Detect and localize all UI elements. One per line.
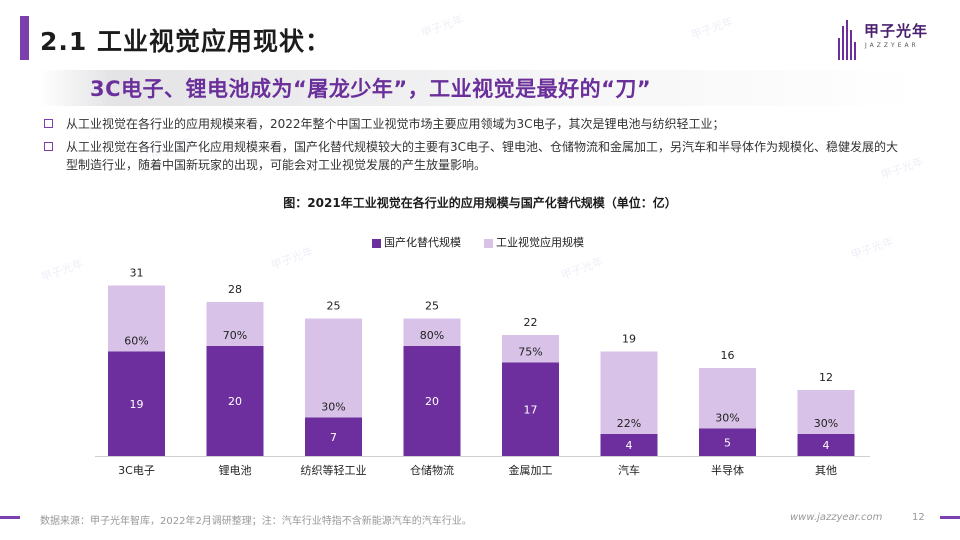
legend-swatch-domestic — [372, 239, 381, 248]
page-title: 2.1 工业视觉应用现状： — [40, 27, 331, 56]
subtitle-band — [40, 70, 920, 106]
label-domestic-1: 20 — [228, 395, 242, 408]
bar-domestic-6 — [699, 428, 756, 456]
bullet-item: 从工业视觉在各行业国产化应用规模来看，国产化替代规模较大的主要有3C电子、锂电池… — [44, 138, 904, 174]
logo-name: 甲子光年 — [864, 22, 929, 40]
label-domestic-5: 4 — [626, 439, 633, 452]
x-tick-label-5: 汽车 — [618, 463, 640, 477]
label-domestic-6: 5 — [724, 436, 731, 449]
legend-label-total: 工业视觉应用规模 — [496, 236, 584, 249]
label-share-5: 22% — [617, 417, 641, 430]
x-tick-label-1: 锂电池 — [219, 463, 252, 477]
bar-domestic-1 — [206, 346, 264, 456]
footer-url[interactable]: www.jazzyear.com — [790, 512, 883, 523]
label-share-1: 70% — [223, 329, 247, 342]
label-share-3: 80% — [420, 329, 444, 342]
bar-domestic-5 — [600, 434, 658, 456]
legend-swatch-total — [484, 239, 493, 248]
label-share-4: 75% — [518, 346, 542, 359]
bullet-text: 从工业视觉在各行业国产化应用规模来看，国产化替代规模较大的主要有3C电子、锂电池… — [66, 140, 899, 172]
bullet-text: 从工业视觉在各行业的应用规模来看，2022年整个中国工业视觉市场主要应用领域为3… — [66, 117, 725, 131]
label-total-4: 22 — [524, 316, 538, 329]
bullet-square-icon — [44, 119, 53, 128]
page-subtitle: 3C电子、锂电池成为“屠龙少年”，工业视觉是最好的“刀” — [90, 77, 652, 101]
bullet-item: 从工业视觉在各行业的应用规模来看，2022年整个中国工业视觉市场主要应用领域为3… — [44, 115, 904, 133]
label-total-7: 12 — [819, 371, 833, 384]
label-total-0: 31 — [130, 267, 144, 280]
label-total-2: 25 — [327, 300, 341, 313]
label-share-0: 60% — [124, 335, 148, 348]
logo-bars-icon — [838, 20, 860, 60]
label-domestic-7: 4 — [823, 439, 830, 452]
brand-logo: 甲子光年 JAZZYEAR — [838, 18, 948, 62]
watermark: 甲子光年 — [419, 12, 466, 41]
label-total-1: 28 — [228, 283, 242, 296]
logo-subtext: JAZZYEAR — [865, 42, 919, 49]
label-total-5: 19 — [622, 333, 636, 346]
bar-domestic-0 — [108, 351, 165, 456]
stacked-bar-chart: 31 19 60% 3C电子 28 20 70% 锂电池 25 7 30% 纺织等轻工业 25 20 80%… — [95, 267, 870, 477]
bar-domestic-2 — [305, 417, 362, 456]
x-tick-label-3: 仓储物流 — [410, 463, 454, 477]
footer-accent-left — [0, 516, 20, 519]
x-tick-label-6: 半导体 — [711, 463, 744, 477]
legend-label-domestic: 国产化替代规模 — [384, 236, 461, 249]
bar-domestic-4 — [502, 362, 559, 456]
label-total-3: 25 — [425, 300, 439, 313]
title-accent-bar — [20, 16, 29, 60]
footer-source: 数据来源：甲子光年智库，2022年2月调研整理；注：汽车行业特指不含新能源汽车的… — [40, 516, 472, 527]
label-domestic-4: 17 — [524, 403, 538, 416]
bullet-square-icon — [44, 142, 53, 151]
x-tick-label-2: 纺织等轻工业 — [301, 463, 367, 477]
footer-accent-right — [940, 516, 960, 519]
watermark: 甲子光年 — [849, 234, 896, 263]
bar-domestic-7 — [797, 434, 855, 456]
label-domestic-0: 19 — [130, 398, 144, 411]
label-share-7: 30% — [814, 417, 838, 430]
watermark: 甲子光年 — [689, 14, 736, 43]
label-domestic-2: 7 — [330, 431, 337, 444]
chart-title: 图：2021年工业视觉在各行业的应用规模与国产化替代规模（单位：亿） — [283, 196, 677, 210]
x-tick-label-0: 3C电子 — [118, 464, 155, 477]
label-share-6: 30% — [715, 412, 739, 425]
label-domestic-3: 20 — [425, 395, 439, 408]
label-total-6: 16 — [721, 349, 735, 362]
bar-domestic-3 — [403, 346, 461, 456]
page-number: 12 — [912, 512, 925, 523]
x-tick-label-7: 其他 — [815, 464, 837, 477]
label-share-2: 30% — [321, 401, 345, 414]
x-tick-label-4: 金属加工 — [509, 463, 553, 477]
